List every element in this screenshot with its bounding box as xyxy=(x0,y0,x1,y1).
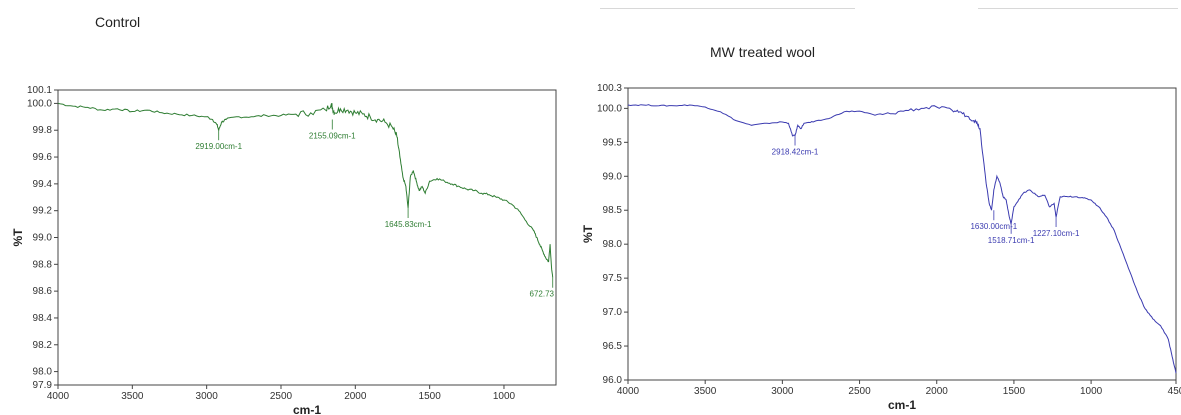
x-axis-label: cm-1 xyxy=(293,403,321,415)
x-tick-label: 4000 xyxy=(617,386,640,397)
y-tick-label: 100.0 xyxy=(597,103,622,114)
peak-label: 1630.00cm-1 xyxy=(970,222,1017,231)
y-tick-label: 99.5 xyxy=(603,137,623,148)
x-axis-label: cm-1 xyxy=(888,398,916,412)
plot-frame xyxy=(628,88,1176,380)
peak-label: 2155.09cm-1 xyxy=(309,132,356,141)
peak-label: 1518.71cm-1 xyxy=(988,236,1035,245)
y-tick-label: 99.4 xyxy=(33,179,53,190)
x-tick-label: 4000 xyxy=(47,391,70,402)
y-tick-label: 98.2 xyxy=(33,340,53,351)
y-tick-label: 98.0 xyxy=(33,367,53,378)
y-tick-label: 100.0 xyxy=(27,98,52,109)
y-tick-label: 97.0 xyxy=(603,307,623,318)
y-axis-label: %T xyxy=(581,224,595,243)
y-tick-label: 98.5 xyxy=(603,205,623,216)
x-tick-label: 3000 xyxy=(771,386,794,397)
peak-label: 1227.10cm-1 xyxy=(1033,229,1080,238)
y-tick-label: 96.5 xyxy=(603,341,623,352)
x-tick-label: 1500 xyxy=(1003,386,1026,397)
y-tick-label: 98.0 xyxy=(603,239,623,250)
y-tick-label: 99.8 xyxy=(33,125,53,136)
y-tick-label: 98.8 xyxy=(33,259,53,270)
y-tick-label: 96.0 xyxy=(603,375,623,386)
x-tick-label: 2000 xyxy=(926,386,949,397)
y-axis-label: %T xyxy=(11,228,25,247)
y-tick-label: 98.4 xyxy=(33,313,53,324)
spectrum-line xyxy=(58,103,553,278)
mw-treated-wool-spectrum-chart: 4000 3500 3000 2500 2000 1500 1000 450 100.3 100.… xyxy=(581,83,1181,412)
plot-frame xyxy=(58,90,556,385)
x-tick-label: 3000 xyxy=(196,391,219,402)
y-tick-label: 100.1 xyxy=(27,85,52,96)
y-tick-label: 97.5 xyxy=(603,273,623,284)
x-tick-label: 2500 xyxy=(848,386,871,397)
spectrum-line xyxy=(628,105,1176,374)
control-spectrum-chart: 4000 3500 3000 2500 2000 1500 1000 100.1 100.0 99… xyxy=(11,85,556,415)
x-tick-label: 2000 xyxy=(344,391,367,402)
y-tick-label: 99.6 xyxy=(33,152,53,163)
y-tick-label: 98.6 xyxy=(33,286,53,297)
peak-label: 2918.42cm-1 xyxy=(772,148,819,157)
x-tick-label: 3500 xyxy=(694,386,717,397)
x-tick-label: 1000 xyxy=(1080,386,1103,397)
x-tick-label: 3500 xyxy=(121,391,144,402)
peak-label: 1645.83cm-1 xyxy=(385,220,432,229)
y-tick-label: 99.0 xyxy=(603,171,623,182)
x-tick-label: 2500 xyxy=(270,391,293,402)
y-tick-label: 99.0 xyxy=(33,233,53,244)
y-tick-label: 99.2 xyxy=(33,206,53,217)
y-tick-label: 97.9 xyxy=(33,380,53,391)
y-tick-label: 100.3 xyxy=(597,83,622,94)
x-tick-label: 1000 xyxy=(493,391,516,402)
x-tick-label: 1500 xyxy=(419,391,442,402)
peak-label: 2919.00cm-1 xyxy=(195,142,242,151)
peak-label: 672.73 xyxy=(530,290,555,299)
x-tick-label: 450 xyxy=(1168,386,1181,397)
